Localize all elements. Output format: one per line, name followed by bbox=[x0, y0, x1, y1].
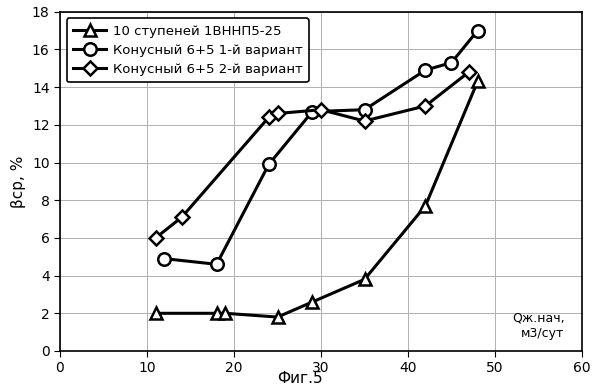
Конусный 6+5 1-й вариант bbox=[361, 107, 368, 112]
Конусный 6+5 2-й вариант bbox=[178, 215, 185, 220]
Конусный 6+5 2-й вариант bbox=[466, 70, 473, 74]
Text: Qж.нач,
м3/сут: Qж.нач, м3/сут bbox=[512, 312, 565, 340]
Конусный 6+5 2-й вариант bbox=[265, 115, 272, 120]
Конусный 6+5 1-й вариант bbox=[474, 28, 481, 33]
Конусный 6+5 1-й вариант bbox=[308, 109, 316, 114]
10 ступеней 1ВННП5-25 bbox=[222, 311, 229, 316]
Y-axis label: βср, %: βср, % bbox=[11, 155, 26, 207]
10 ступеней 1ВННП5-25 bbox=[308, 300, 316, 304]
Конусный 6+5 2-й вариант bbox=[152, 236, 160, 240]
Конусный 6+5 1-й вариант bbox=[213, 262, 220, 267]
Конусный 6+5 2-й вариант bbox=[317, 107, 325, 112]
Конусный 6+5 1-й вариант bbox=[265, 162, 272, 167]
Конусный 6+5 1-й вариант bbox=[161, 256, 168, 261]
Line: Конусный 6+5 2-й вариант: Конусный 6+5 2-й вариант bbox=[151, 67, 474, 243]
10 ступеней 1ВННП5-25 bbox=[152, 311, 160, 316]
10 ступеней 1ВННП5-25 bbox=[213, 311, 220, 316]
10 ступеней 1ВННП5-25 bbox=[422, 204, 429, 208]
Конусный 6+5 1-й вариант bbox=[448, 60, 455, 65]
Legend: 10 ступеней 1ВННП5-25, Конусный 6+5 1-й вариант, Конусный 6+5 2-й вариант: 10 ступеней 1ВННП5-25, Конусный 6+5 1-й … bbox=[67, 18, 309, 82]
Line: 10 ступеней 1ВННП5-25: 10 ступеней 1ВННП5-25 bbox=[149, 75, 484, 323]
10 ступеней 1ВННП5-25 bbox=[361, 277, 368, 282]
10 ступеней 1ВННП5-25 bbox=[274, 315, 281, 319]
Line: Конусный 6+5 1-й вариант: Конусный 6+5 1-й вариант bbox=[158, 24, 484, 271]
Конусный 6+5 2-й вариант bbox=[422, 104, 429, 108]
Конусный 6+5 2-й вариант bbox=[274, 111, 281, 116]
Конусный 6+5 2-й вариант bbox=[361, 119, 368, 123]
Конусный 6+5 1-й вариант bbox=[422, 68, 429, 73]
10 ступеней 1ВННП5-25 bbox=[474, 79, 481, 84]
Text: Фиг.5: Фиг.5 bbox=[277, 371, 323, 386]
